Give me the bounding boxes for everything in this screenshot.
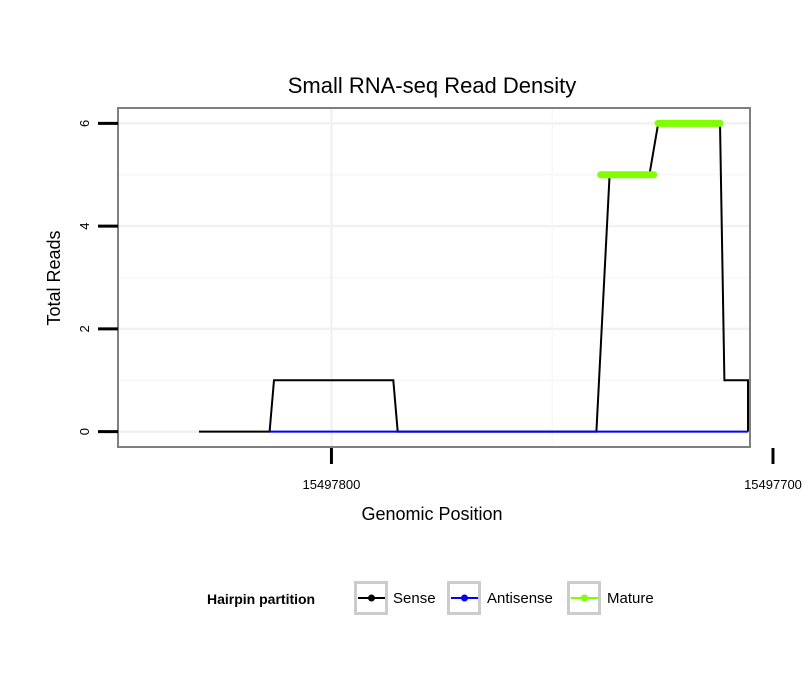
legend-point-mature: [581, 594, 588, 602]
legend-label-antisense: Antisense: [487, 590, 553, 607]
y-axis-title: Total Reads: [44, 230, 64, 325]
legend-point-sense: [368, 594, 375, 602]
x-axis-title: Genomic Position: [361, 504, 502, 524]
series-layer: [199, 119, 749, 433]
y-tick-label: 6: [77, 120, 92, 127]
legend: Hairpin partition Sense Antisense Mature: [207, 581, 654, 615]
y-tick-label: 2: [77, 325, 92, 332]
y-tick-label: 4: [77, 222, 92, 229]
grid: [118, 108, 750, 447]
legend-title: Hairpin partition: [207, 591, 315, 607]
x-tick-label: 15497800: [303, 477, 361, 492]
plot-panel-border: [117, 107, 751, 448]
y-tick-label: 0: [77, 428, 92, 435]
legend-label-mature: Mature: [607, 590, 654, 607]
axes: 0 2 4 6 15497800 15497700: [77, 120, 802, 492]
x-tick-label: 15497700: [744, 477, 802, 492]
legend-label-sense: Sense: [393, 590, 436, 607]
series-sense-line: [199, 122, 749, 433]
legend-point-antisense: [461, 594, 468, 602]
chart-title: Small RNA-seq Read Density: [288, 73, 577, 98]
